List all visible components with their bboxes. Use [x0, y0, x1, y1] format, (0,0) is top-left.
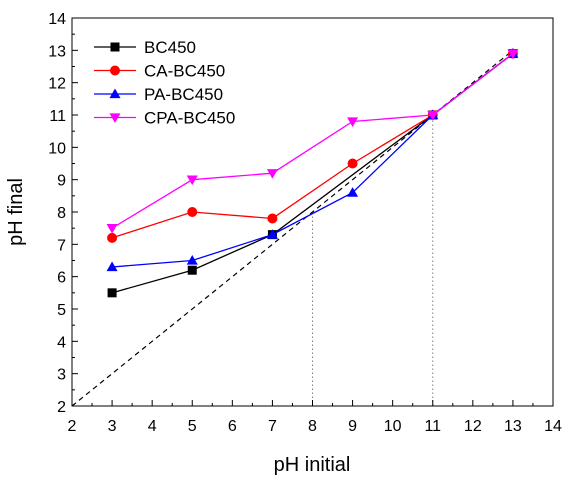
legend-item: PA-BC450 — [94, 85, 223, 104]
data-point — [347, 187, 359, 197]
vertical-guides — [312, 115, 434, 406]
data-point — [106, 261, 118, 272]
y-tick-label: 8 — [57, 205, 66, 222]
x-tick-label: 12 — [464, 418, 482, 435]
data-point — [347, 158, 358, 169]
legend-marker — [110, 65, 120, 76]
data-point — [266, 229, 278, 239]
x-tick-label: 13 — [504, 418, 522, 435]
x-tick-label: 11 — [424, 418, 441, 435]
y-tick-label: 10 — [48, 140, 66, 157]
x-tick-label: 7 — [268, 418, 277, 435]
y-tick-label: 7 — [57, 237, 66, 254]
y-tick-label: 13 — [48, 43, 66, 60]
x-tick-label: 8 — [308, 418, 317, 435]
y-tick-label: 14 — [48, 11, 66, 28]
x-tick-label: 14 — [544, 418, 562, 435]
x-tick-label: 4 — [148, 418, 157, 435]
legend-label: CPA-BC450 — [144, 109, 235, 128]
legend-item: CA-BC450 — [94, 62, 225, 81]
data-point — [267, 213, 278, 224]
y-tick-label: 9 — [57, 173, 66, 190]
legend-label: CA-BC450 — [144, 62, 225, 81]
x-axis-title: pH initial — [274, 454, 351, 476]
series-4 — [106, 49, 519, 234]
legend-label: BC450 — [144, 38, 196, 57]
series-line — [111, 53, 514, 239]
x-axis: 2 3 4 5 6 7 8 9 10 11 12 13 14 — [68, 400, 562, 435]
y-axis-title: pH final — [5, 178, 27, 246]
data-point — [507, 49, 519, 60]
legend-marker — [109, 113, 121, 123]
legend-marker — [109, 88, 121, 99]
data-point — [427, 110, 439, 121]
legend: BC450 CA-BC450 PA-BC450 CPA-BC450 — [94, 38, 235, 128]
data-point — [107, 288, 117, 298]
y-tick-label: 11 — [49, 108, 66, 125]
legend-label: PA-BC450 — [144, 85, 223, 104]
legend-item: CPA-BC450 — [94, 109, 235, 128]
series-group — [106, 48, 519, 298]
data-point — [266, 169, 278, 179]
x-tick-label: 10 — [384, 418, 402, 435]
x-tick-label: 5 — [188, 418, 197, 435]
y-axis: 2 3 4 5 6 7 8 9 10 11 12 13 14 — [48, 11, 78, 416]
x-tick-label: 6 — [228, 418, 237, 435]
y-tick-label: 12 — [48, 76, 66, 93]
y-tick-label: 4 — [57, 334, 66, 351]
data-point — [106, 224, 118, 234]
data-point — [187, 265, 197, 275]
x-tick-label: 9 — [348, 418, 357, 435]
x-tick-label: 3 — [108, 418, 117, 435]
data-point — [347, 117, 359, 127]
x-tick-label: 2 — [68, 418, 77, 435]
y-tick-label: 2 — [57, 399, 66, 416]
series-line — [111, 53, 514, 229]
y-tick-label: 3 — [57, 367, 66, 384]
y-tick-label: 6 — [57, 270, 66, 287]
y-tick-label: 5 — [57, 302, 66, 319]
legend-item: BC450 — [94, 38, 196, 57]
data-point — [107, 232, 118, 243]
data-point — [186, 175, 198, 186]
data-point — [186, 255, 198, 265]
plot-area — [71, 17, 554, 407]
legend-marker — [110, 42, 120, 52]
data-point — [187, 207, 198, 217]
